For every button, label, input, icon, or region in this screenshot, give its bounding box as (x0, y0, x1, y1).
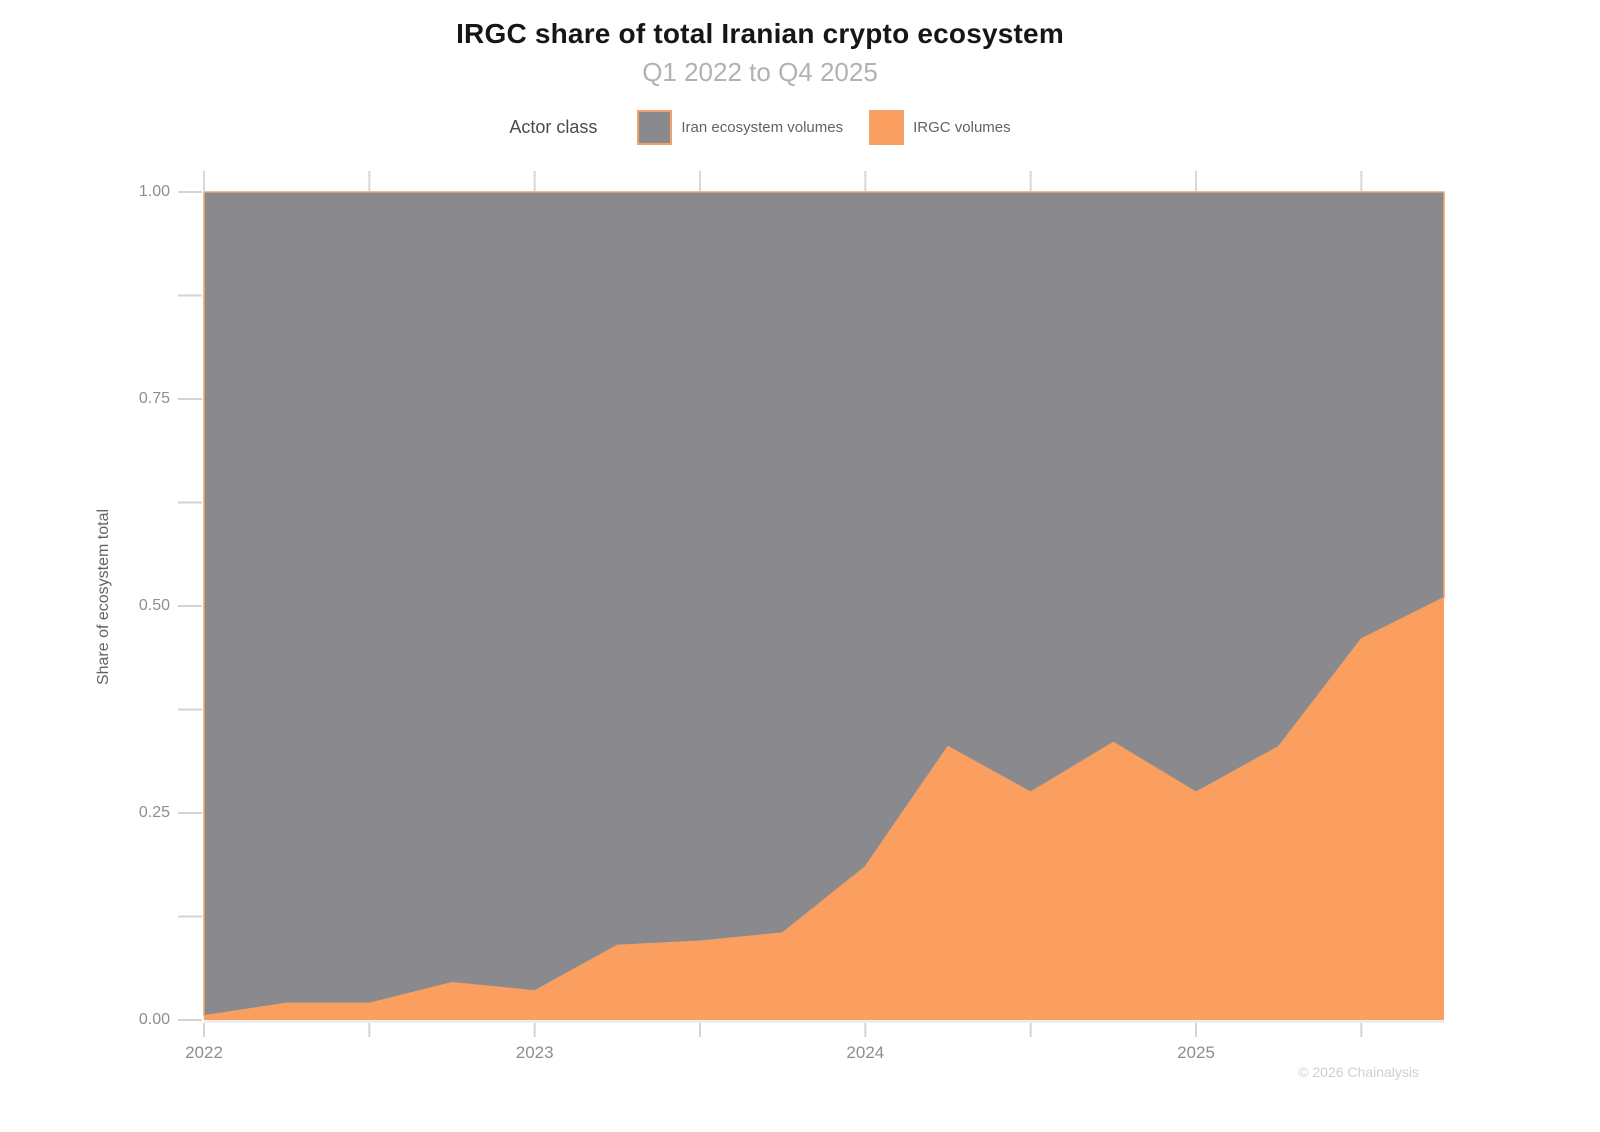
legend-item-label: IRGC volumes (913, 119, 1011, 136)
chart-title: IRGC share of total Iranian crypto ecosy… (456, 18, 1064, 49)
y-tick-label: 0.25 (138, 804, 170, 821)
x-tick-label: 2025 (1177, 1043, 1215, 1062)
x-tick-label: 2022 (185, 1043, 223, 1062)
legend-item-iran-ecosystem: Iran ecosystem volumes (637, 110, 843, 145)
legend-item-label: Iran ecosystem volumes (681, 119, 844, 136)
x-axis-ticks (203, 1023, 1363, 1037)
y-tick-label: 0.50 (138, 597, 170, 614)
y-tick-label: 0.00 (138, 1011, 170, 1028)
orange-swatch-icon (869, 110, 905, 145)
vertical-gridlines (203, 171, 1363, 191)
copyright-text: © 2026 Chainalysis (1298, 1064, 1419, 1080)
legend: Actor class Iran ecosystem volumes IRGC … (0, 110, 1520, 145)
y-axis-ticks (178, 191, 202, 1021)
chart-subtitle: Q1 2022 to Q4 2025 (642, 57, 878, 87)
y-tick-label: 1.00 (138, 183, 170, 200)
legend-item-irgc: IRGC volumes (869, 110, 1011, 145)
area-series (203, 191, 1445, 1020)
gray-swatch-icon (637, 110, 673, 145)
y-tick-label: 0.75 (138, 390, 170, 407)
legend-title: Actor class (509, 117, 598, 137)
x-tick-label: 2023 (515, 1043, 554, 1062)
x-tick-label: 2024 (846, 1043, 885, 1062)
